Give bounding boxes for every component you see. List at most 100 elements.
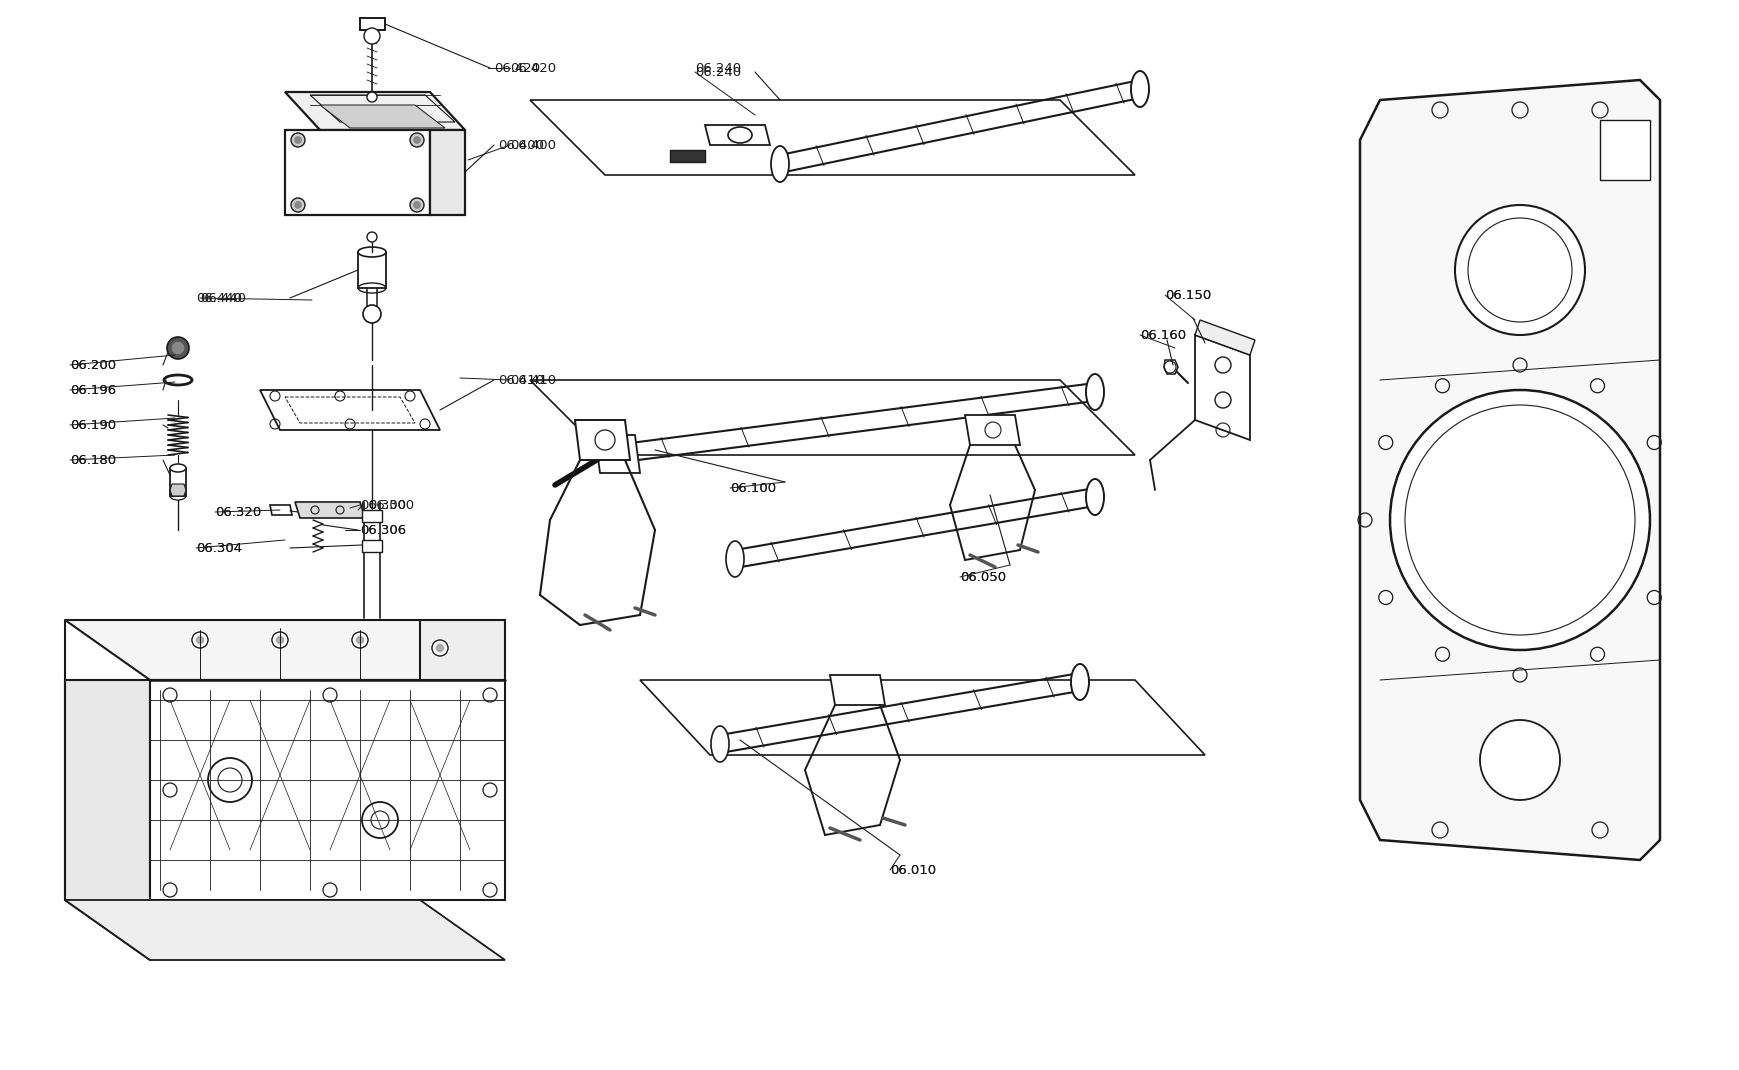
Circle shape xyxy=(294,201,301,209)
Polygon shape xyxy=(1600,120,1649,180)
Ellipse shape xyxy=(770,146,788,182)
Polygon shape xyxy=(64,620,504,681)
Circle shape xyxy=(290,133,304,147)
Polygon shape xyxy=(430,129,464,215)
Polygon shape xyxy=(1360,80,1659,860)
Polygon shape xyxy=(704,125,770,146)
Text: 06.010: 06.010 xyxy=(889,863,936,876)
Circle shape xyxy=(367,232,377,242)
Text: 06.050: 06.050 xyxy=(960,570,1005,583)
Circle shape xyxy=(1480,720,1560,800)
Text: 06.420: 06.420 xyxy=(494,61,539,75)
Text: 06.400: 06.400 xyxy=(497,138,544,152)
Text: 06.320: 06.320 xyxy=(216,505,261,519)
Text: 06.200: 06.200 xyxy=(70,358,117,371)
Circle shape xyxy=(197,636,203,644)
Ellipse shape xyxy=(358,247,386,257)
Ellipse shape xyxy=(1085,374,1103,410)
Ellipse shape xyxy=(725,541,744,577)
Polygon shape xyxy=(574,421,630,460)
Polygon shape xyxy=(320,105,445,128)
Circle shape xyxy=(367,92,377,102)
Text: 06.180: 06.180 xyxy=(70,454,117,467)
Text: 06.320: 06.320 xyxy=(216,505,261,519)
Text: 06.240: 06.240 xyxy=(694,65,741,78)
Text: 06.306: 06.306 xyxy=(360,523,405,536)
Polygon shape xyxy=(150,681,504,900)
Polygon shape xyxy=(170,468,186,496)
Text: 06.150: 06.150 xyxy=(1165,289,1210,302)
Circle shape xyxy=(414,201,421,209)
Polygon shape xyxy=(285,129,430,215)
Circle shape xyxy=(290,198,304,212)
Text: 06.200: 06.200 xyxy=(70,358,117,371)
Polygon shape xyxy=(830,675,885,705)
Text: 06.196: 06.196 xyxy=(70,383,117,397)
Text: 06.010: 06.010 xyxy=(889,863,936,876)
Text: 06.100: 06.100 xyxy=(730,482,776,494)
Ellipse shape xyxy=(1071,664,1089,700)
Text: 06.160: 06.160 xyxy=(1139,328,1186,341)
Circle shape xyxy=(294,137,301,143)
Text: 06.100: 06.100 xyxy=(730,482,776,494)
Circle shape xyxy=(277,636,283,644)
Ellipse shape xyxy=(711,727,729,762)
Text: 06.050: 06.050 xyxy=(960,570,1005,583)
Text: 06.240: 06.240 xyxy=(694,61,741,75)
Circle shape xyxy=(414,137,421,143)
Circle shape xyxy=(410,133,424,147)
Circle shape xyxy=(191,632,209,648)
Text: 06.410: 06.410 xyxy=(497,373,544,386)
Circle shape xyxy=(1389,389,1649,649)
Polygon shape xyxy=(360,18,384,30)
Text: 06.304: 06.304 xyxy=(197,541,242,554)
Text: 06.150: 06.150 xyxy=(1165,289,1210,302)
Polygon shape xyxy=(419,620,504,681)
Polygon shape xyxy=(1195,335,1249,440)
Polygon shape xyxy=(358,253,386,288)
Text: 06.420: 06.420 xyxy=(510,61,556,75)
Polygon shape xyxy=(670,150,704,162)
Polygon shape xyxy=(1163,360,1177,374)
Polygon shape xyxy=(170,484,186,496)
Polygon shape xyxy=(64,900,504,960)
Circle shape xyxy=(1454,205,1584,335)
Polygon shape xyxy=(595,435,640,473)
Ellipse shape xyxy=(1130,71,1148,107)
Text: 06.300: 06.300 xyxy=(360,499,405,511)
Circle shape xyxy=(167,337,190,360)
Text: 06.190: 06.190 xyxy=(70,418,117,431)
Polygon shape xyxy=(285,92,464,129)
Text: 06.400: 06.400 xyxy=(510,138,556,152)
Polygon shape xyxy=(1195,320,1254,355)
Polygon shape xyxy=(965,415,1019,445)
Text: 06.304: 06.304 xyxy=(197,541,242,554)
Ellipse shape xyxy=(727,127,751,143)
Circle shape xyxy=(436,644,443,652)
Text: 06.410: 06.410 xyxy=(510,373,556,386)
Ellipse shape xyxy=(170,464,186,472)
Text: 06.440: 06.440 xyxy=(197,291,242,305)
Text: 06.196: 06.196 xyxy=(70,383,117,397)
Text: 06.160: 06.160 xyxy=(1139,328,1186,341)
Text: 06.300: 06.300 xyxy=(367,499,414,511)
Polygon shape xyxy=(296,502,365,518)
Polygon shape xyxy=(362,540,383,552)
Polygon shape xyxy=(270,505,292,515)
Text: 06.190: 06.190 xyxy=(70,418,117,431)
Circle shape xyxy=(271,632,289,648)
Ellipse shape xyxy=(1085,479,1103,515)
Text: 06.180: 06.180 xyxy=(70,454,117,467)
Text: 06.306: 06.306 xyxy=(360,523,405,536)
Text: 06.440: 06.440 xyxy=(200,291,245,305)
Circle shape xyxy=(356,636,363,644)
Polygon shape xyxy=(362,510,383,522)
Circle shape xyxy=(363,305,381,323)
Circle shape xyxy=(351,632,367,648)
Circle shape xyxy=(172,342,184,354)
Circle shape xyxy=(363,28,379,44)
Circle shape xyxy=(431,640,447,656)
Polygon shape xyxy=(64,681,150,960)
Circle shape xyxy=(410,198,424,212)
Polygon shape xyxy=(259,389,440,430)
